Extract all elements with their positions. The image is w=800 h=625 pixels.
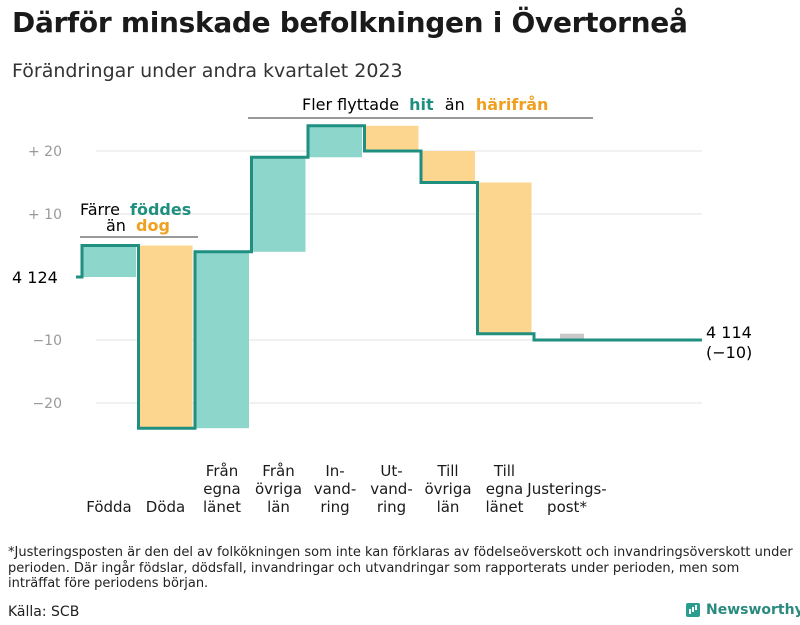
category-label-line: övriga xyxy=(424,480,471,498)
category-label-7: Till egna länet xyxy=(486,462,524,516)
births-annotation-emph-dog: dog xyxy=(136,216,170,235)
category-label-line: vand- xyxy=(370,480,413,498)
category-label-1: Döda xyxy=(146,498,185,516)
footnote: *Justeringsposten är den del av folkökni… xyxy=(8,545,793,591)
category-label-line: egna xyxy=(486,480,523,498)
y-tick-label: + 10 xyxy=(28,207,62,223)
category-label-line: Födda xyxy=(86,498,132,516)
source-label: Källa: SCB xyxy=(8,604,80,620)
category-label-line: ring xyxy=(377,498,406,516)
category-label-line: Ut- xyxy=(380,462,402,480)
migration-annotation-emph-harifran: härifrån xyxy=(476,95,549,114)
newsworthy-logo-icon xyxy=(686,603,700,617)
births-annotation-emph-foddes: föddes xyxy=(130,200,191,219)
category-label-0: Födda xyxy=(86,498,132,516)
category-label-4: In-vand-ring xyxy=(314,462,357,516)
category-label-line: ring xyxy=(320,498,349,516)
end-value-label-line1: 4 114 xyxy=(706,323,752,342)
category-label-line: post* xyxy=(547,498,587,516)
bar-5 xyxy=(364,125,419,151)
category-label-line: övriga xyxy=(255,480,302,498)
bar-0 xyxy=(82,245,136,277)
y-tick-label: −10 xyxy=(32,333,62,349)
bar-2 xyxy=(195,251,249,429)
bar-6 xyxy=(421,151,475,183)
category-label-3: Från övriga län xyxy=(255,462,302,516)
category-label-line: Från xyxy=(262,462,294,480)
bar-4 xyxy=(308,125,362,158)
births-annotation-line2: än dog xyxy=(106,216,170,235)
category-label-line: egna xyxy=(203,480,240,498)
category-label-line: länet xyxy=(203,498,241,516)
migration-annotation-middle: än xyxy=(445,95,465,114)
start-value-label: 4 124 xyxy=(12,268,58,287)
category-label-6: Till övriga län xyxy=(424,462,471,516)
category-label-5: Ut-vand-ring xyxy=(370,462,413,516)
bar-3 xyxy=(251,157,306,252)
births-annotation-text-farre: Färre xyxy=(80,200,120,219)
births-annotation-line1: Färre föddes xyxy=(80,200,191,219)
category-label-line: vand- xyxy=(314,480,357,498)
category-label-line: In- xyxy=(325,462,344,480)
y-tick-label: + 20 xyxy=(28,144,62,160)
category-label-line: Döda xyxy=(146,498,185,516)
category-label-line: Justerings- xyxy=(526,480,606,498)
category-label-line: län xyxy=(267,498,290,516)
brand: Newsworthy xyxy=(686,602,800,618)
births-annotation-text-an: än xyxy=(106,216,126,235)
cumulative-step-line xyxy=(76,124,702,430)
bar-7 xyxy=(477,182,532,334)
category-label-line: län xyxy=(437,498,460,516)
category-label-line: Till xyxy=(493,462,515,480)
category-label-line: länet xyxy=(486,498,524,516)
y-tick-label: −20 xyxy=(32,396,62,412)
chart-title: Därför minskade befolkningen i Övertorne… xyxy=(12,6,688,39)
migration-annotation-prefix: Fler flyttade xyxy=(302,95,399,114)
end-value-label-line2: (−10) xyxy=(706,343,752,362)
category-label-line: Från xyxy=(206,462,238,480)
bar-8 xyxy=(560,333,584,340)
chart-subtitle: Förändringar under andra kvartalet 2023 xyxy=(12,60,403,82)
category-label-8: Justerings-post* xyxy=(526,480,606,516)
migration-annotation-emph-hit: hit xyxy=(409,95,434,114)
brand-name: Newsworthy xyxy=(706,602,800,618)
migration-annotation-text: Fler flyttade hit än härifrån xyxy=(302,95,548,114)
category-label-line: Till xyxy=(436,462,458,480)
bar-1 xyxy=(138,245,193,429)
category-label-2: Från egna länet xyxy=(203,462,241,516)
